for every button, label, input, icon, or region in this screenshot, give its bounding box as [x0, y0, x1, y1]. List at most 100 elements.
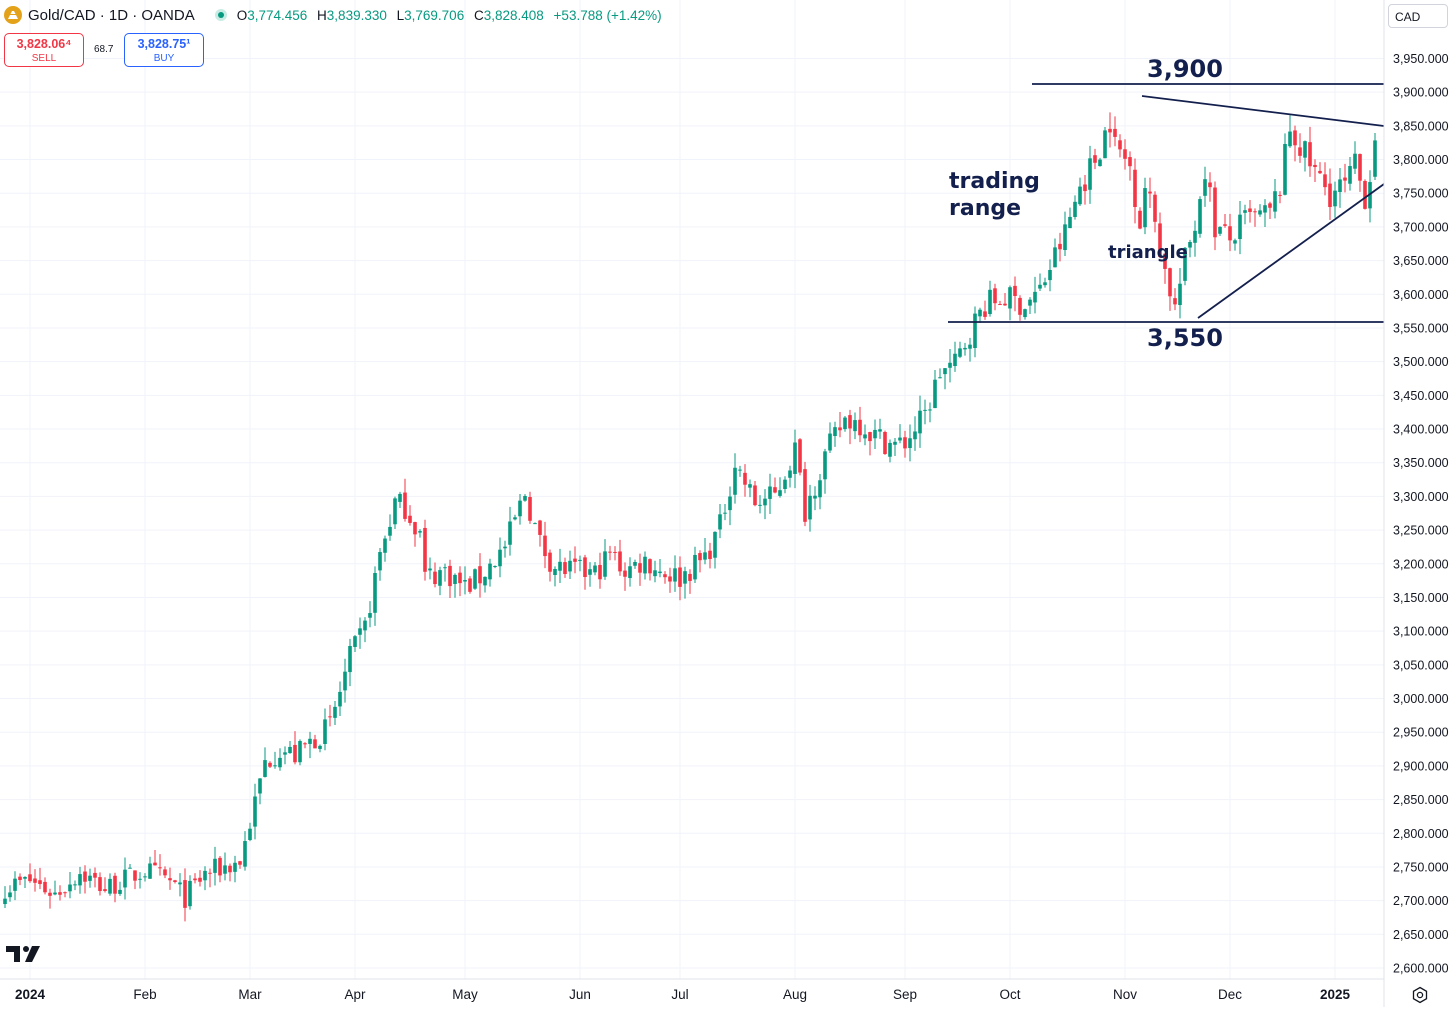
candle-body	[118, 889, 122, 894]
candle-body	[53, 892, 57, 895]
candle-up	[513, 514, 517, 521]
candle-down	[478, 553, 482, 598]
candle-body	[598, 564, 602, 580]
candle-up	[23, 876, 27, 889]
candle-body	[238, 861, 242, 865]
candle-body	[623, 570, 627, 577]
candle-body	[558, 561, 562, 571]
candle-body	[1078, 186, 1082, 205]
currency-selector[interactable]: CAD	[1388, 4, 1448, 28]
candle-up	[533, 522, 537, 525]
candle-body	[1283, 143, 1287, 195]
candle-body	[683, 571, 687, 584]
candle-up	[1243, 204, 1247, 225]
symbol-title[interactable]: Gold/CAD · 1D · OANDA	[28, 6, 195, 24]
candle-body	[358, 628, 362, 635]
candle-down	[1108, 112, 1112, 148]
candle-up	[488, 558, 492, 587]
candle-body	[1298, 147, 1302, 156]
candle-body	[838, 427, 842, 431]
y-tick-label: 3,150.000	[1393, 591, 1449, 605]
candle-body	[1148, 191, 1152, 194]
buy-label: BUY	[153, 53, 175, 64]
candle-up	[1263, 199, 1267, 228]
candle-body	[333, 706, 337, 718]
candle-body	[943, 368, 947, 375]
candle-body	[1153, 194, 1157, 222]
candle-body	[823, 451, 827, 480]
candle-up	[1353, 141, 1357, 175]
gear-icon[interactable]	[1411, 986, 1429, 1009]
candle-body	[688, 573, 692, 581]
candle-down	[1133, 158, 1137, 224]
candle-body	[428, 568, 432, 571]
candle-up	[178, 873, 182, 897]
candle-up	[288, 741, 292, 754]
candle-body	[1238, 214, 1242, 240]
candle-down	[28, 863, 32, 883]
candle-body	[508, 521, 512, 545]
candle-down	[168, 867, 172, 890]
candle-body	[8, 892, 12, 898]
candle-body	[323, 719, 327, 744]
candle-up	[373, 566, 377, 626]
candle-body	[813, 495, 817, 499]
candle-body	[723, 512, 727, 514]
candle-up	[143, 873, 147, 882]
candle-down	[133, 870, 137, 890]
candle-down	[1253, 208, 1257, 227]
candle-body	[1288, 131, 1292, 147]
candle-body	[353, 636, 357, 647]
market-open-icon	[214, 9, 227, 21]
buy-button[interactable]: 3,828.75¹ BUY	[124, 33, 204, 67]
candle-down	[1323, 162, 1327, 196]
candle-body	[158, 867, 162, 869]
candle-up	[1338, 167, 1342, 208]
candle-up	[213, 846, 217, 886]
candle-down	[98, 872, 102, 896]
candle-body	[968, 344, 972, 349]
y-tick-label: 3,500.000	[1393, 355, 1449, 369]
candle-body	[783, 479, 787, 489]
tradingview-logo-icon[interactable]	[6, 944, 42, 969]
candle-up	[148, 856, 152, 879]
candle-body	[3, 898, 7, 905]
candle-down	[1123, 139, 1127, 170]
candle-down	[743, 464, 747, 497]
candle-body	[1123, 149, 1127, 159]
candle-up	[898, 424, 902, 444]
candle-up	[878, 418, 882, 439]
candle-up	[913, 416, 917, 451]
candle-down	[1113, 116, 1117, 147]
candle-down	[93, 867, 97, 888]
candle-body	[798, 439, 802, 473]
candle-body	[363, 620, 367, 631]
candle-up	[138, 872, 142, 889]
y-tick-label: 3,350.000	[1393, 456, 1449, 470]
candle-down	[403, 478, 407, 522]
candle-up	[1368, 170, 1372, 223]
candle-down	[1308, 126, 1312, 177]
candle-up	[203, 866, 207, 891]
candle-body	[928, 409, 932, 411]
candle-body	[503, 546, 507, 549]
candle-body	[183, 880, 187, 908]
candle-down	[678, 556, 682, 601]
candle-body	[1198, 199, 1202, 234]
triangle-lower-line	[1197, 183, 1385, 319]
candle-body	[1113, 128, 1117, 137]
candle-down	[573, 546, 577, 574]
sell-button[interactable]: 3,828.06⁴ SELL	[4, 33, 84, 67]
candle-body	[878, 429, 882, 432]
candle-body	[253, 796, 257, 827]
candle-down	[83, 865, 87, 894]
candle-body	[973, 313, 977, 348]
candle-up	[1053, 238, 1057, 268]
candle-body	[788, 470, 792, 478]
candle-body	[668, 576, 672, 582]
candle-up	[748, 479, 752, 498]
candle-body	[843, 417, 847, 430]
candle-up	[1063, 211, 1067, 256]
candle-up	[1373, 133, 1377, 180]
